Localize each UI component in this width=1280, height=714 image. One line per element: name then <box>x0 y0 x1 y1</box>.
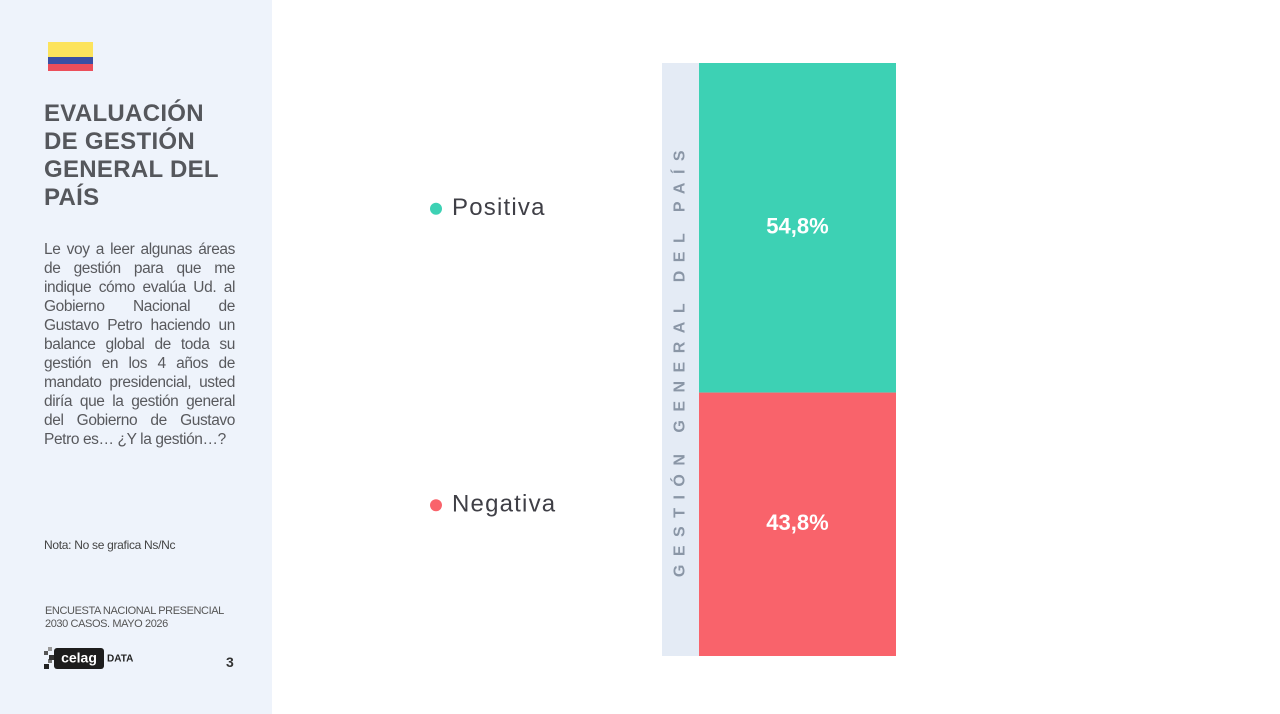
value-label: 54,8% <box>766 214 828 239</box>
legend-dot <box>430 202 442 215</box>
logo-text: celag <box>61 650 97 666</box>
legend-label: Negativa <box>452 491 556 518</box>
category-label: GESTIÓN GENERAL DEL PAÍS <box>670 142 689 577</box>
category-band <box>662 63 699 656</box>
legend-dot <box>430 499 442 512</box>
source-line: 2030 CASOS. MAYO 2026 <box>45 618 168 630</box>
title: EVALUACIÓN DE GESTIÓN GENERAL DEL PAÍS <box>44 100 219 211</box>
logo: celag DATA <box>44 647 133 669</box>
side-panel: EVALUACIÓN DE GESTIÓN GENERAL DEL PAÍS L… <box>0 0 272 714</box>
source-line: ENCUESTA NACIONAL PRESENCIAL <box>45 605 224 617</box>
value-label: 43,8% <box>766 510 828 535</box>
flag <box>48 42 93 71</box>
legend-label: Positiva <box>452 194 546 221</box>
bar-segment <box>699 63 896 393</box>
page-number: 3 <box>226 654 234 670</box>
question: Le voy a leer algunas áreas de gestión p… <box>44 241 235 448</box>
logo-text: DATA <box>107 654 133 665</box>
bar-segment <box>699 392 896 656</box>
note: Nota: No se grafica Ns/Nc <box>44 538 176 552</box>
